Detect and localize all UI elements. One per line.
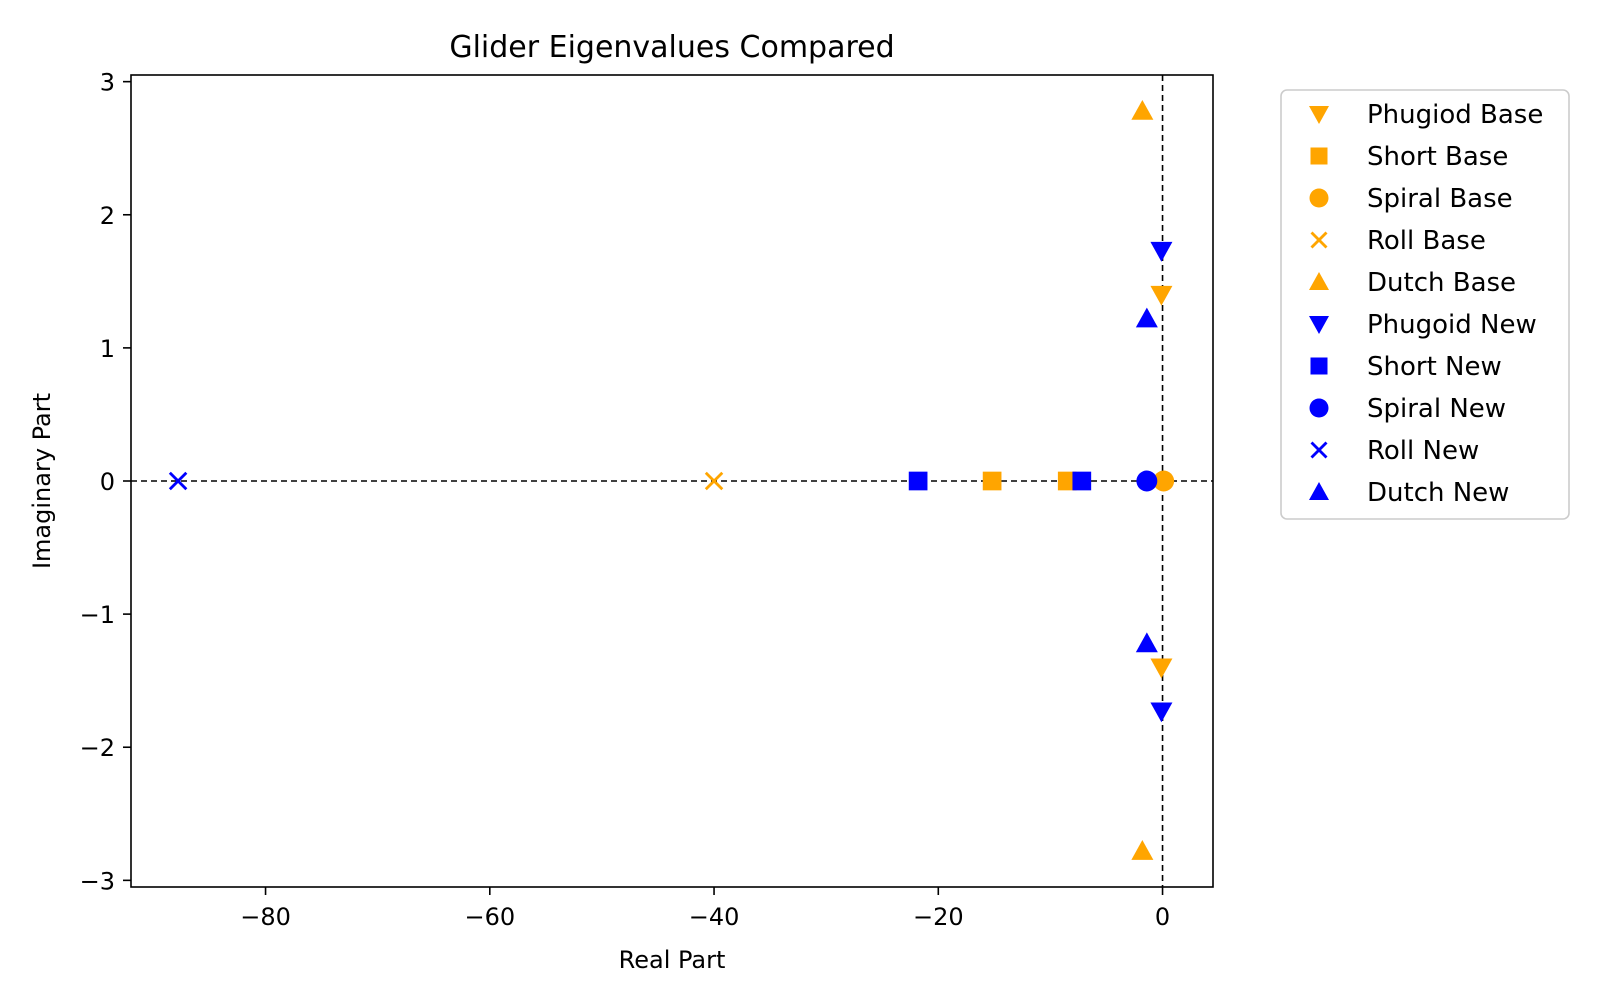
- data-point: [1135, 632, 1158, 653]
- data-point: [1135, 307, 1158, 328]
- data-point: [704, 471, 724, 491]
- y-tick-label: 3: [100, 69, 115, 97]
- data-point: [1136, 470, 1158, 492]
- data-point: [1131, 840, 1154, 860]
- y-tick-label: −1: [80, 601, 115, 629]
- data-point: [1150, 285, 1173, 306]
- data-point: [1150, 702, 1173, 723]
- x-tick-label: −40: [689, 903, 740, 931]
- legend-label: Spiral Base: [1367, 184, 1513, 214]
- legend-marker: [1309, 316, 1329, 334]
- x-axis-label: Real Part: [619, 946, 726, 974]
- legend-marker: [1309, 482, 1329, 500]
- legend-label: Short New: [1367, 352, 1502, 382]
- x-tick-label: −80: [240, 903, 291, 931]
- legend-label: Phugoid New: [1367, 310, 1537, 340]
- data-point: [1072, 471, 1092, 491]
- legend-marker: [1310, 231, 1328, 249]
- legend-label: Spiral New: [1367, 394, 1506, 424]
- legend-marker: [1310, 357, 1328, 375]
- plot-area: [131, 75, 1213, 887]
- legend-item: Short Base: [1310, 142, 1508, 172]
- legend-label: Dutch Base: [1367, 268, 1516, 298]
- legend-marker: [1309, 272, 1329, 290]
- data-point: [982, 471, 1002, 491]
- legend-item: Roll New: [1310, 436, 1479, 466]
- data-point: [1150, 241, 1173, 262]
- legend-frame: [1280, 89, 1570, 520]
- x-tick-label: 0: [1155, 903, 1170, 931]
- y-tick-label: −2: [80, 734, 115, 762]
- data-point: [908, 471, 928, 491]
- data-point: [1131, 99, 1154, 120]
- y-tick-label: −3: [80, 867, 115, 895]
- legend-label: Roll New: [1367, 436, 1479, 466]
- legend-item: Dutch Base: [1309, 268, 1516, 298]
- legend-item: Dutch New: [1309, 478, 1509, 508]
- legend-item: Roll Base: [1310, 226, 1486, 256]
- legend-marker: [1309, 188, 1329, 208]
- legend-label: Dutch New: [1367, 478, 1509, 508]
- legend-item: Short New: [1310, 352, 1502, 382]
- legend: Phugiod Base Short Base Spiral Base Roll Ba…: [1280, 89, 1570, 520]
- y-axis-label: Imaginary Part: [28, 393, 56, 569]
- legend-item: Phugoid New: [1309, 310, 1537, 340]
- data-point: [1150, 658, 1173, 679]
- x-tick-label: −60: [464, 903, 515, 931]
- legend-marker: [1310, 147, 1328, 165]
- y-tick-label: 1: [100, 335, 115, 363]
- legend-marker: [1309, 106, 1329, 124]
- legend-item: Spiral New: [1309, 394, 1506, 424]
- legend-item: Spiral Base: [1309, 184, 1513, 214]
- x-tick-label: −20: [913, 903, 964, 931]
- data-point: [1057, 471, 1077, 491]
- axis-ticks: −80 −60 −40 −20 0 −3 −2 −1 0 1 2 3: [80, 69, 1171, 931]
- y-tick-label: 0: [100, 468, 115, 496]
- legend-marker: [1310, 441, 1328, 459]
- legend-marker: [1309, 398, 1329, 418]
- data-point: [1153, 470, 1175, 492]
- y-tick-label: 2: [100, 202, 115, 230]
- legend-label: Phugiod Base: [1367, 100, 1543, 130]
- legend-item: Phugiod Base: [1309, 100, 1543, 130]
- data-point: [168, 471, 188, 491]
- legend-label: Roll Base: [1367, 226, 1486, 256]
- chart-title: Glider Eigenvalues Compared: [449, 30, 894, 65]
- legend-label: Short Base: [1367, 142, 1508, 172]
